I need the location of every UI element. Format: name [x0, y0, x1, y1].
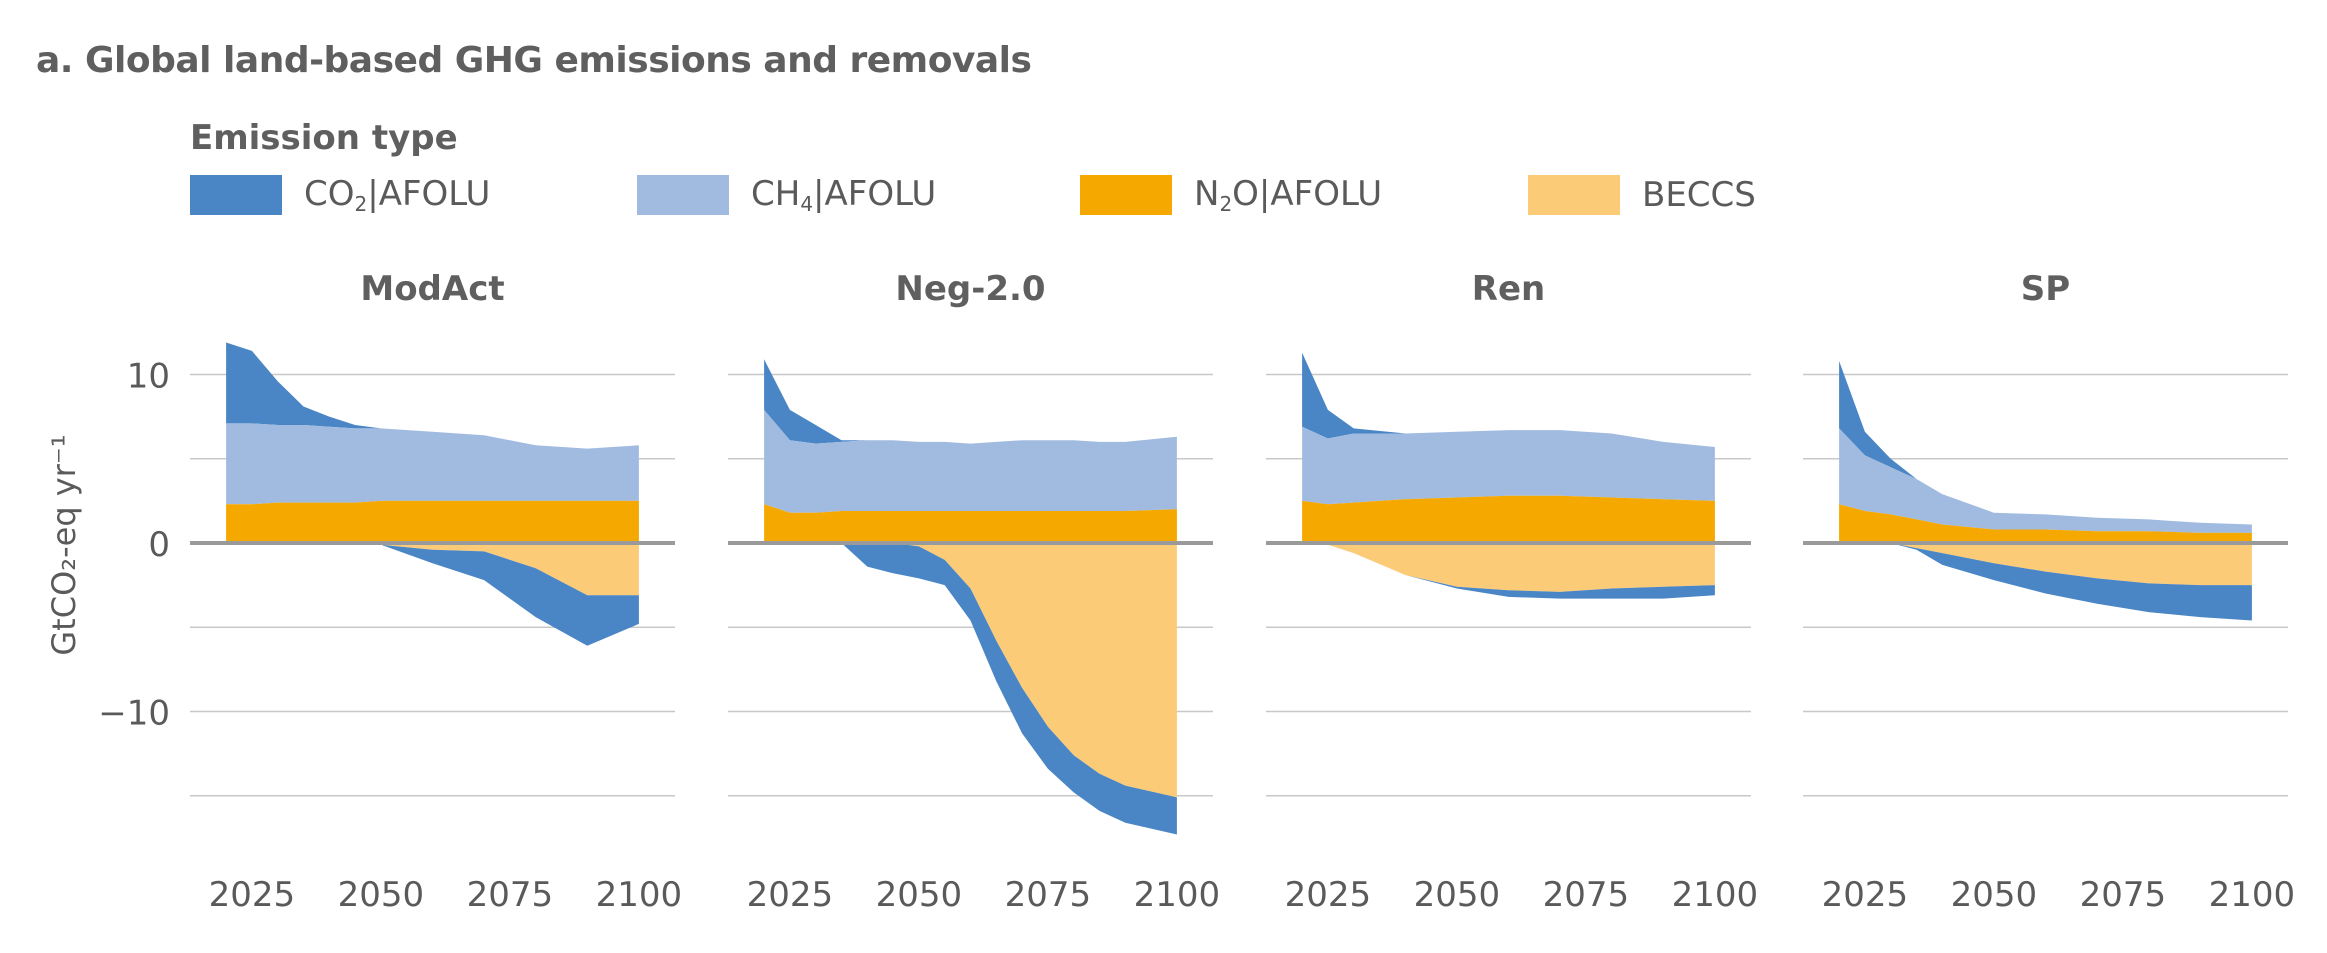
ch4-afolu-area: [1302, 426, 1715, 505]
legend-swatch-beccs: [1528, 175, 1620, 215]
panel-title: Neg-2.0: [895, 269, 1045, 309]
beccs-area: [226, 543, 639, 596]
x-tick-label: 2100: [1134, 875, 1221, 915]
legend-label-n2o: N2O|AFOLU: [1194, 174, 1383, 216]
n2o-afolu-area: [1302, 495, 1715, 543]
legend-swatch-ch4: [637, 175, 729, 215]
x-tick-label: 2100: [596, 875, 683, 915]
x-tick-label: 2050: [1951, 875, 2038, 915]
y-axis-label: GtCO₂-eq yr⁻¹: [45, 434, 83, 655]
x-tick-label: 2075: [467, 875, 554, 915]
x-tick-label: 2050: [876, 875, 963, 915]
co2-afolu-positive-area: [764, 359, 1177, 444]
legend-swatch-n2o: [1080, 175, 1172, 215]
ch4-afolu-area: [226, 423, 639, 505]
co2-afolu-positive-area: [226, 342, 639, 449]
ch4-afolu-area: [764, 409, 1177, 513]
x-tick-label: 2025: [1285, 875, 1372, 915]
x-tick-label: 2075: [2080, 875, 2167, 915]
n2o-afolu-area: [226, 500, 639, 543]
x-tick-label: 2050: [338, 875, 425, 915]
y-tick-label: 10: [127, 357, 170, 397]
y-tick-label: −10: [98, 694, 170, 734]
legend-label-beccs: BECCS: [1642, 175, 1756, 215]
x-tick-label: 2025: [1822, 875, 1909, 915]
co2-afolu-negative-area: [1302, 543, 1715, 599]
legend-title: Emission type: [190, 118, 458, 158]
beccs-area: [764, 543, 1177, 798]
panel-title: Ren: [1472, 269, 1545, 309]
legend-swatch-co2: [190, 175, 282, 215]
n2o-afolu-area: [1839, 504, 2252, 543]
legend-item-beccs: BECCS: [1528, 175, 1756, 215]
beccs-area: [1302, 543, 1715, 592]
co2-afolu-negative-area: [764, 543, 1177, 835]
legend-label-co2: CO2|AFOLU: [304, 174, 491, 216]
panel-title: SP: [2021, 269, 2070, 309]
legend-label-ch4: CH4|AFOLU: [751, 174, 937, 216]
n2o-afolu-area: [764, 504, 1177, 543]
legend-item-ch4: CH4|AFOLU: [637, 174, 937, 216]
x-tick-label: 2050: [1414, 875, 1501, 915]
x-tick-label: 2025: [747, 875, 834, 915]
beccs-area: [1839, 543, 2252, 586]
ch4-afolu-area: [1839, 428, 2252, 533]
co2-afolu-negative-area: [226, 543, 639, 646]
legend-item-n2o: N2O|AFOLU: [1080, 174, 1383, 216]
y-tick-label: 0: [148, 525, 170, 565]
x-tick-label: 2100: [2209, 875, 2296, 915]
x-tick-label: 2100: [1672, 875, 1759, 915]
x-tick-label: 2075: [1005, 875, 1092, 915]
x-tick-label: 2075: [1543, 875, 1630, 915]
co2-afolu-negative-area: [1839, 543, 2252, 621]
x-tick-label: 2025: [209, 875, 296, 915]
panel-title: ModAct: [360, 269, 504, 309]
legend-item-co2: CO2|AFOLU: [190, 174, 491, 216]
page-title: a. Global land-based GHG emissions and r…: [36, 40, 1032, 81]
